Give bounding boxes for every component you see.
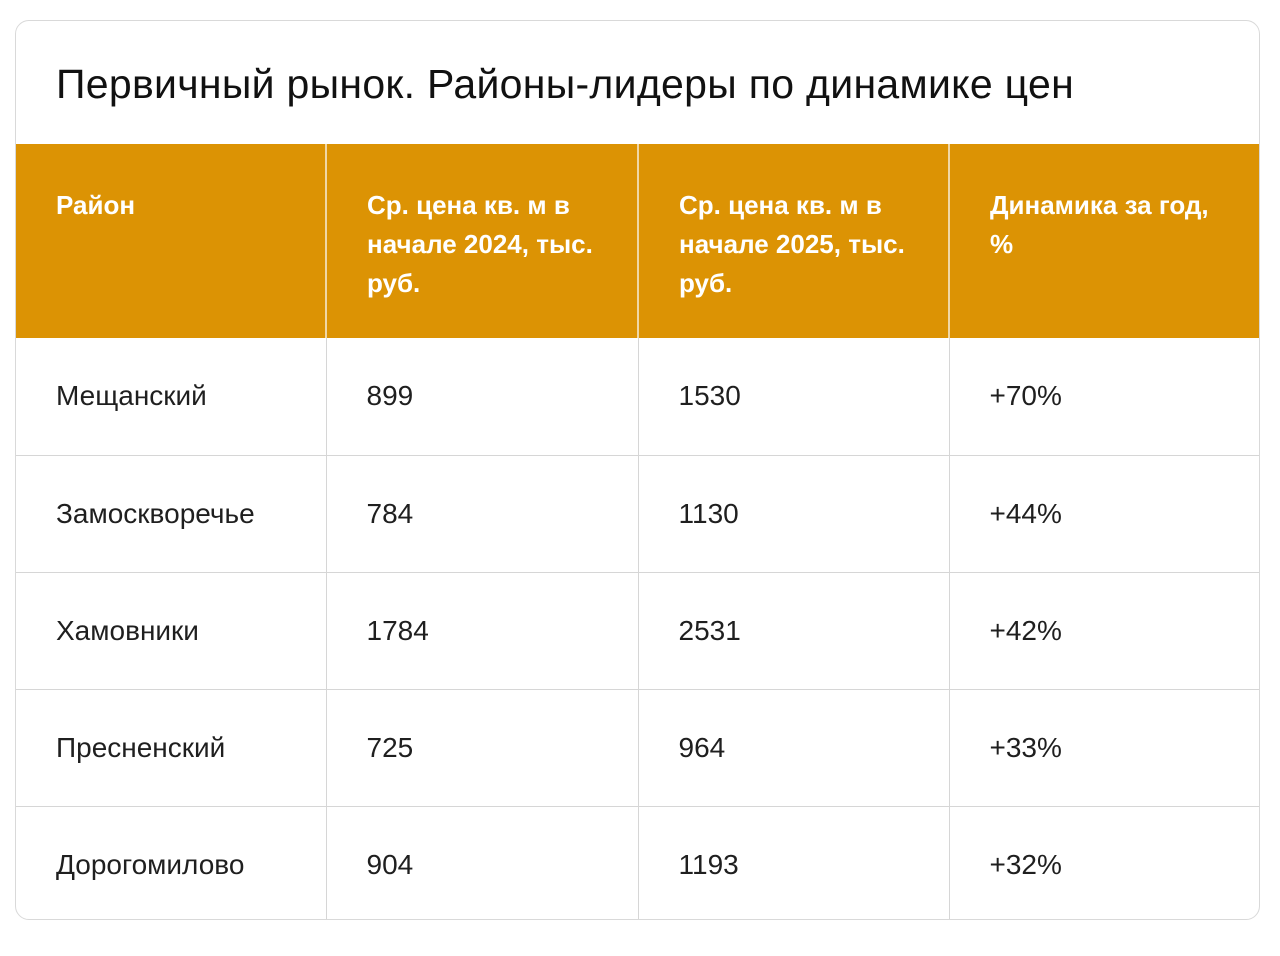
table-row: Мещанский 899 1530 +70%	[16, 338, 1259, 455]
cell-dynamics: +70%	[948, 338, 1259, 455]
table-row: Дорогомилово 904 1193 +32%	[16, 805, 1259, 919]
cell-dynamics: +32%	[948, 805, 1259, 919]
cell-price-2025: 1193	[637, 805, 949, 919]
cell-district: Хамовники	[16, 571, 326, 689]
page-title: Первичный рынок. Районы-лидеры по динами…	[56, 61, 1075, 107]
table-row: Хамовники 1784 2531 +42%	[16, 571, 1259, 689]
header-dynamics: Динамика за год, %	[948, 144, 1259, 338]
cell-district: Замоскворечье	[16, 454, 326, 572]
cell-price-2024: 899	[325, 338, 638, 455]
cell-district: Дорогомилово	[16, 805, 326, 919]
cell-dynamics: +44%	[948, 454, 1259, 572]
cell-price-2024: 784	[325, 454, 638, 572]
table-header-row: Район Ср. цена кв. м в начале 2024, тыс.…	[16, 144, 1259, 338]
cell-price-2024: 904	[325, 805, 638, 919]
price-table-card: Первичный рынок. Районы-лидеры по динами…	[15, 20, 1260, 920]
header-price-2024: Ср. цена кв. м в начале 2024, тыс. руб.	[325, 144, 638, 338]
cell-dynamics: +42%	[948, 571, 1259, 689]
table-row: Замоскворечье 784 1130 +44%	[16, 454, 1259, 572]
header-district: Район	[16, 144, 326, 338]
cell-district: Мещанский	[56, 380, 207, 412]
header-price-2025: Ср. цена кв. м в начале 2025, тыс. руб.	[637, 144, 949, 338]
cell-price-2025: 2531	[637, 571, 949, 689]
cell-price-2025: 1130	[637, 454, 949, 572]
cell-price-2025: 1530	[637, 338, 949, 455]
price-dynamics-table: Район Ср. цена кв. м в начале 2024, тыс.…	[16, 144, 1259, 919]
cell-price-2024: 725	[325, 688, 638, 806]
cell-district: Пресненский	[16, 688, 326, 806]
cell-dynamics: +33%	[948, 688, 1259, 806]
cell-price-2025: 964	[637, 688, 949, 806]
table-row: Пресненский 725 964 +33%	[16, 688, 1259, 806]
cell-price-2024: 1784	[325, 571, 638, 689]
